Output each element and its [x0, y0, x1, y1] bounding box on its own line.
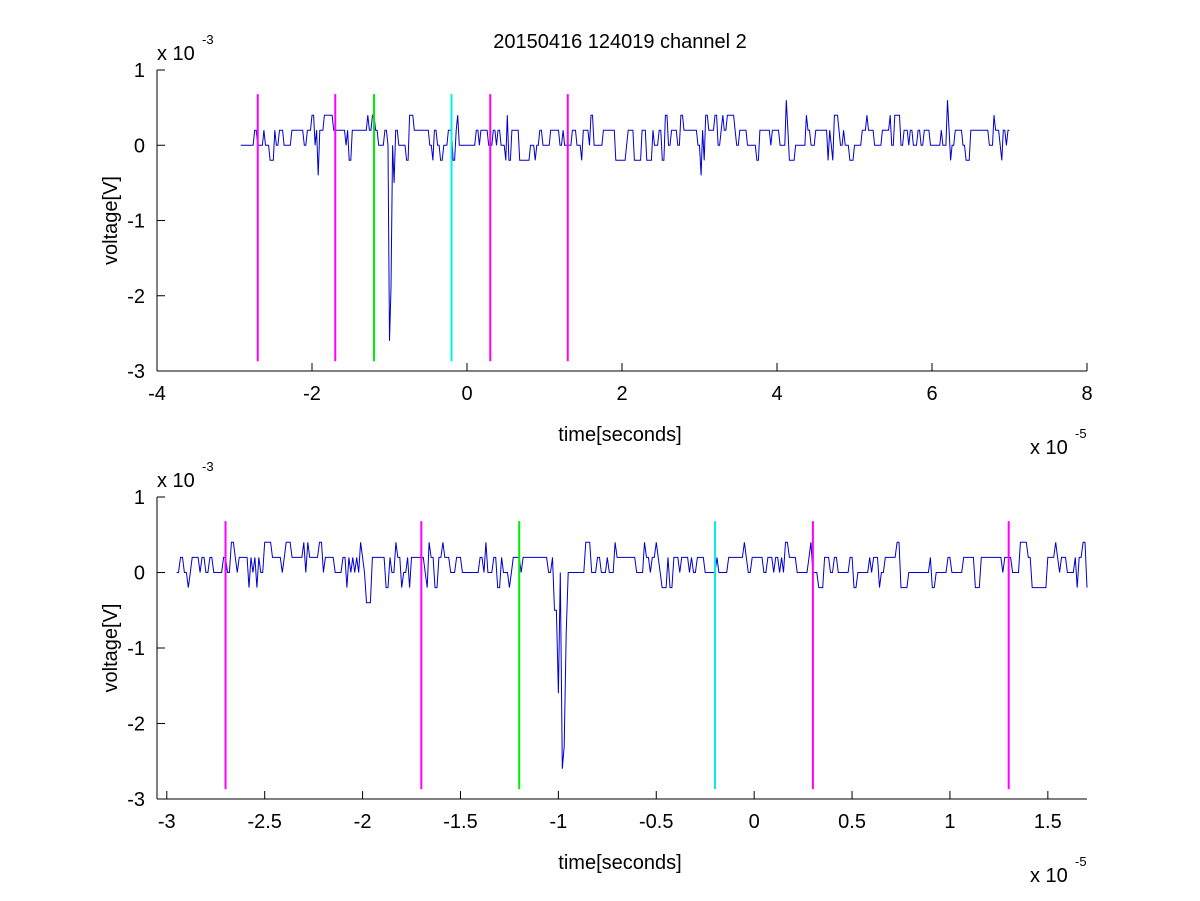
y-tick-label: -3 — [127, 789, 145, 811]
x-tick-label: -1 — [549, 811, 567, 833]
y-tick-label: 0 — [134, 563, 145, 585]
x-tick-label: -4 — [148, 383, 166, 405]
x-tick-label: 6 — [926, 383, 937, 405]
x-tick-label: -2.5 — [247, 811, 281, 833]
y-axis-label: voltage[V] — [100, 604, 122, 693]
x-tick-label: 0.5 — [838, 811, 866, 833]
x-tick-label: -2 — [354, 811, 372, 833]
top-plot: -4 -2 0 2 4 6 8 -3 -2 -1 0 1 time[seconds] voltage[V]… — [100, 32, 1093, 459]
x-axis-label: time[seconds] — [558, 852, 681, 874]
figure-title: 20150416 124019 channel 2 — [493, 31, 747, 53]
x-tick-label: -3 — [158, 811, 176, 833]
y-tick-label: -3 — [127, 361, 145, 383]
y-axis-label: voltage[V] — [100, 176, 122, 265]
y-tick-label: 0 — [134, 135, 145, 157]
x-exponent: -5 — [1075, 426, 1087, 441]
signal-trace — [176, 541, 1088, 769]
y-tick-label: -2 — [127, 714, 145, 736]
x-tick-label: 8 — [1081, 383, 1092, 405]
x-exponent-label: x 10 — [1030, 865, 1068, 887]
x-tick-label: -1.5 — [443, 811, 477, 833]
y-exponent-label: x 10 — [157, 43, 195, 65]
y-exponent: -3 — [202, 459, 214, 474]
y-exponent: -3 — [202, 32, 214, 47]
y-tick-label: -1 — [127, 211, 145, 233]
x-tick-label: 2 — [616, 383, 627, 405]
y-tick-label: 1 — [134, 487, 145, 509]
x-exponent-label: x 10 — [1030, 437, 1068, 459]
x-tick-label: 1.5 — [1034, 811, 1062, 833]
y-tick-label: -1 — [127, 638, 145, 660]
x-tick-label: -2 — [303, 383, 321, 405]
x-axis-label: time[seconds] — [558, 424, 681, 446]
x-exponent: -5 — [1075, 854, 1087, 869]
x-tick-label: 0 — [461, 383, 472, 405]
bottom-plot: -3 -2.5 -2 -1.5 -1 -0.5 0 0.5 1 1.5 -3 -2 -1 0 1 time[s… — [100, 459, 1088, 887]
y-exponent-label: x 10 — [157, 470, 195, 492]
x-tick-label: -0.5 — [639, 811, 673, 833]
y-tick-label: -2 — [127, 286, 145, 308]
y-tick-label: 1 — [134, 60, 145, 82]
signal-trace — [240, 100, 1010, 341]
x-tick-label: 1 — [944, 811, 955, 833]
x-tick-label: 0 — [749, 811, 760, 833]
x-tick-label: 4 — [771, 383, 782, 405]
